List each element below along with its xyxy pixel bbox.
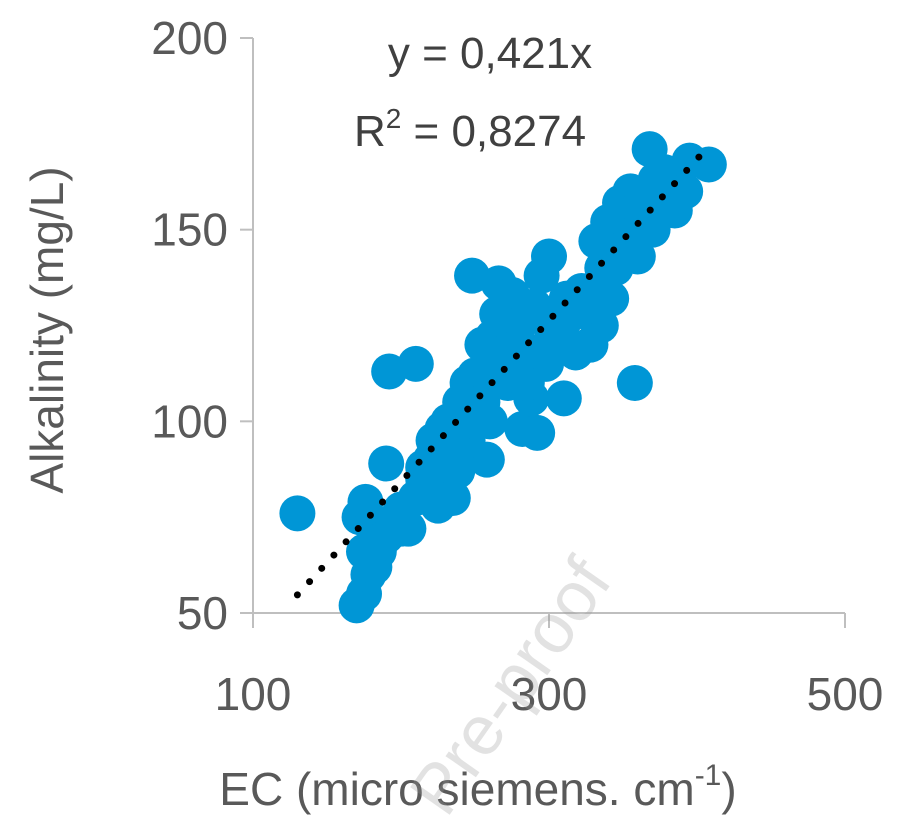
y-tick-label: 200 xyxy=(151,12,228,64)
data-point xyxy=(690,146,727,183)
data-point xyxy=(279,495,316,532)
data-points xyxy=(279,131,727,624)
r-squared-label: R2 = 0,8274 xyxy=(354,103,586,156)
data-point xyxy=(457,403,493,440)
data-point xyxy=(616,365,653,401)
data-point xyxy=(368,445,405,482)
data-point xyxy=(531,238,567,275)
y-tick-label: 100 xyxy=(151,395,228,447)
x-axis-title-main: EC (micro siemens. cm xyxy=(219,763,694,815)
y-axis-title: Alkalinity (mg/L) xyxy=(21,166,73,493)
x-axis-title-tail: ) xyxy=(721,763,736,815)
data-point xyxy=(523,334,560,371)
data-point xyxy=(405,449,442,486)
x-axis-title: EC (micro siemens. cm-1) xyxy=(219,759,736,815)
y-tick-label: 150 xyxy=(151,204,228,256)
data-point xyxy=(605,230,641,267)
r2-superscript: 2 xyxy=(386,103,402,134)
data-point xyxy=(347,483,384,520)
data-point xyxy=(397,345,434,382)
x-tick-label: 300 xyxy=(511,668,588,720)
x-tick-label: 100 xyxy=(215,668,292,720)
x-axis-title-superscript: -1 xyxy=(695,759,722,792)
data-point xyxy=(434,480,471,516)
data-point xyxy=(622,192,659,229)
r2-prefix: R xyxy=(354,107,386,156)
r2-value: = 0,8274 xyxy=(401,107,586,156)
data-point xyxy=(593,280,630,317)
trendline-line xyxy=(293,147,708,599)
equation-label: y = 0,421x xyxy=(388,29,592,78)
trendline xyxy=(293,147,708,599)
data-point xyxy=(360,526,397,562)
ticks: 200 150 100 50 100 300 500 xyxy=(151,12,883,720)
data-point xyxy=(519,414,556,451)
data-point xyxy=(545,380,582,417)
x-tick-label: 500 xyxy=(807,668,884,720)
data-point xyxy=(498,357,535,394)
data-point xyxy=(572,326,609,363)
y-tick-label: 50 xyxy=(177,587,228,639)
